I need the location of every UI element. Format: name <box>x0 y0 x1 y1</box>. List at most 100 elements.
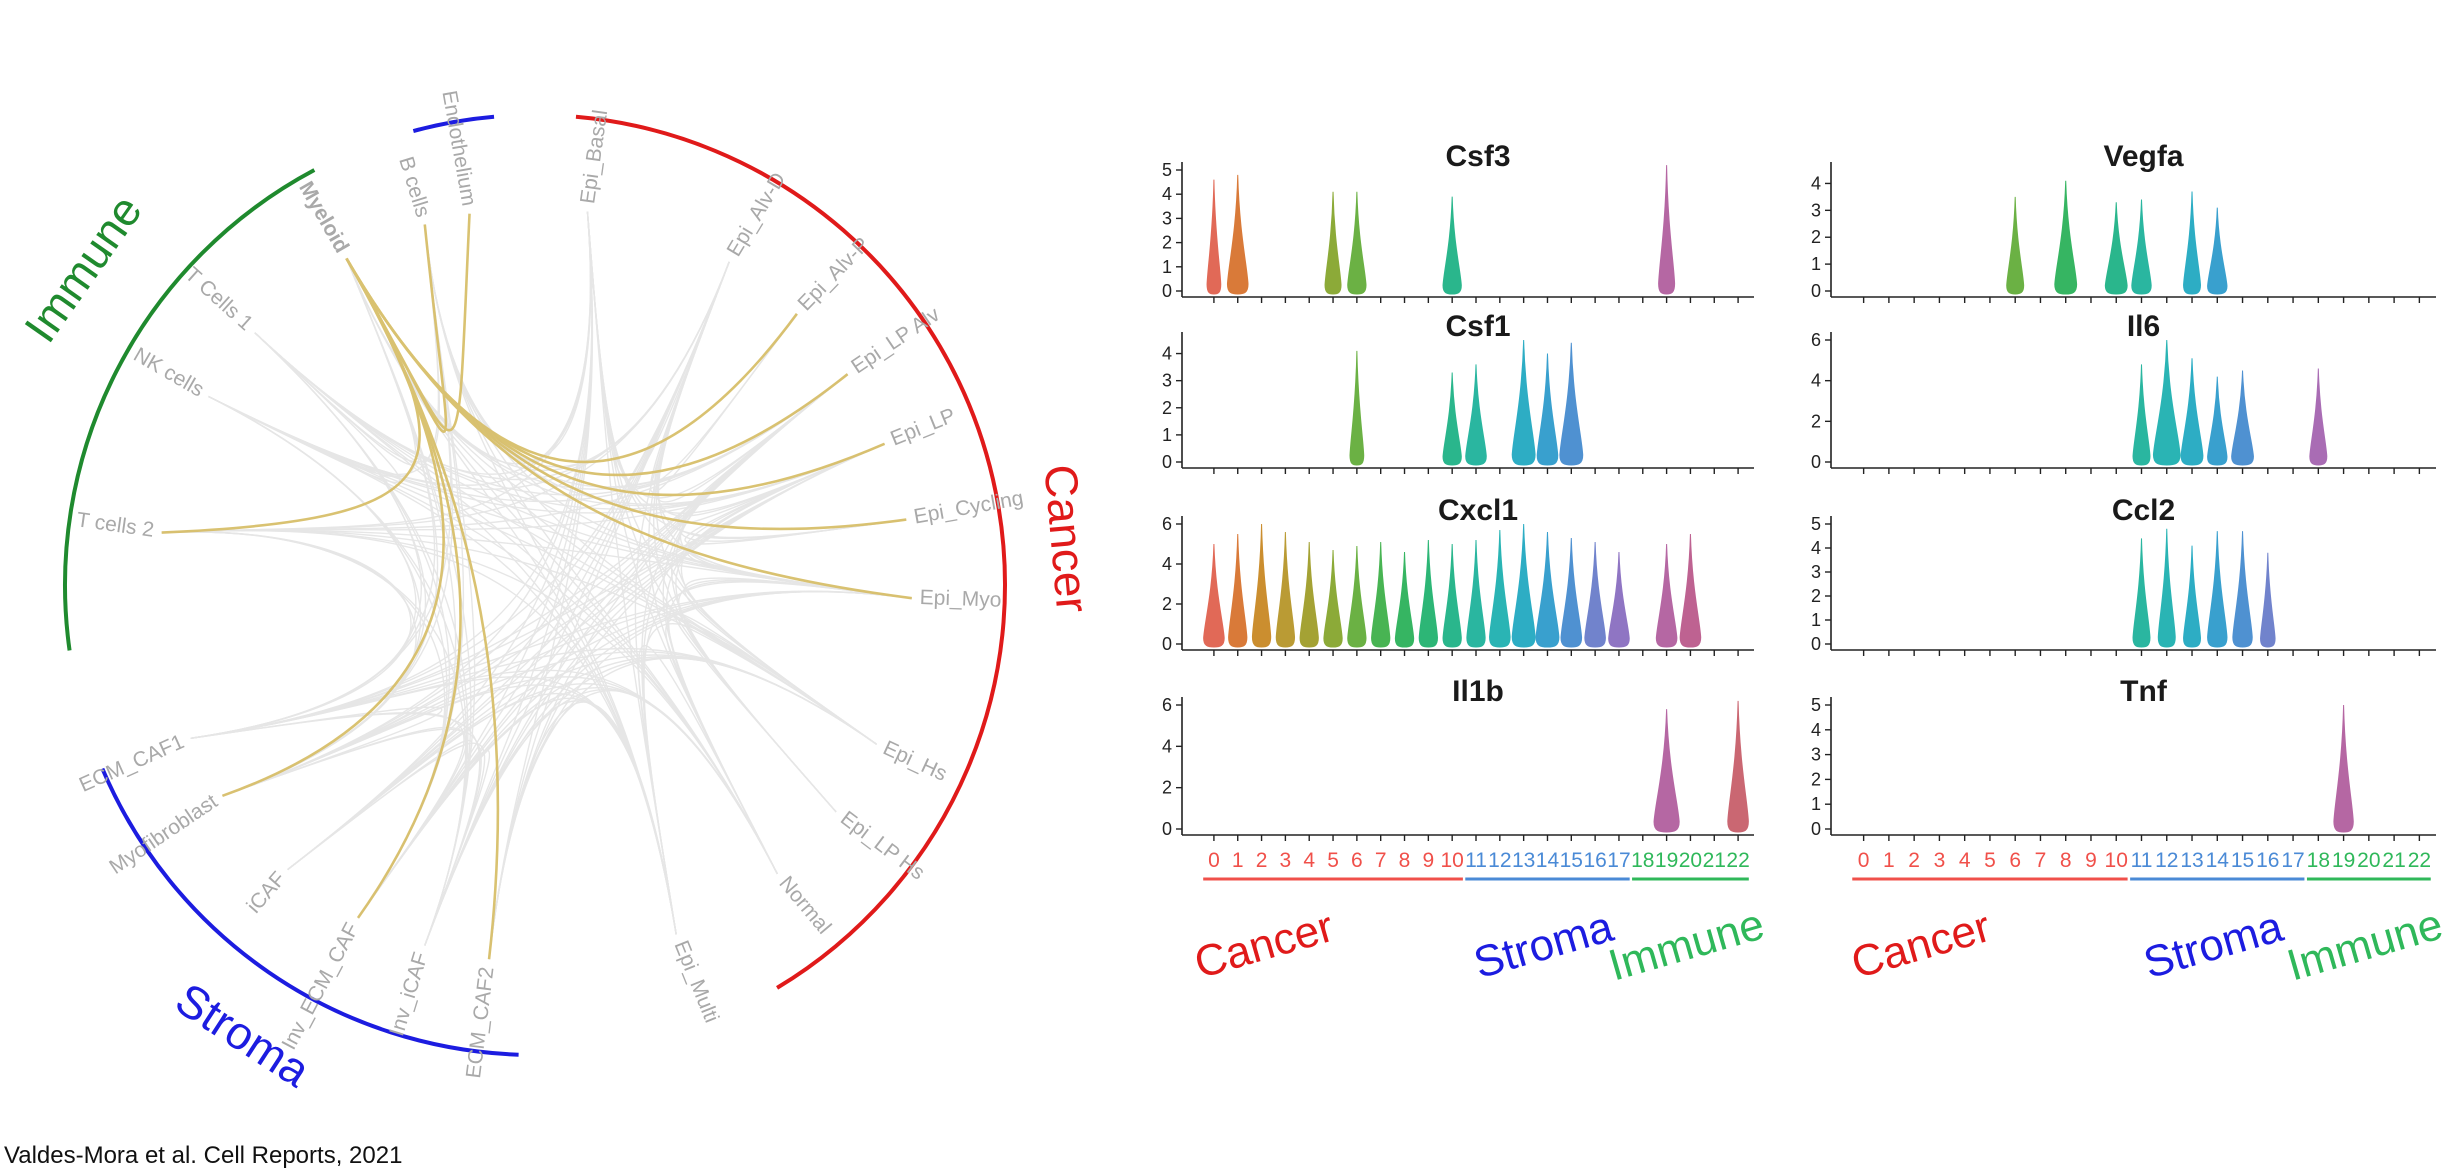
violin-cluster-4 <box>1299 541 1319 648</box>
x-tick-label: 19 <box>2332 849 2355 872</box>
node-label-normal: Normal <box>774 872 835 939</box>
faint-edge <box>287 654 878 871</box>
node-label-inv-icaf: Inv_iCAF <box>385 950 432 1039</box>
x-tick-label: 2 <box>1908 849 1920 872</box>
node-label-ecm-caf1: ECM_CAF1 <box>76 730 188 797</box>
faint-edge <box>424 224 730 468</box>
y-tick-label: 2 <box>1811 227 1821 247</box>
x-tick-label: 3 <box>1280 849 1292 872</box>
x-tick-label: 1 <box>1232 849 1244 872</box>
panel-title-il6: Il6 <box>2127 310 2160 343</box>
x-tick-label: 14 <box>1536 849 1560 872</box>
y-tick-label: 4 <box>1162 184 1172 204</box>
faint-edge <box>287 211 593 871</box>
x-tick-label: 21 <box>2382 849 2405 872</box>
x-tick-label: 12 <box>1488 849 1511 872</box>
y-tick-label: 3 <box>1811 562 1821 582</box>
y-tick-label: 5 <box>1811 695 1821 715</box>
violin-cluster-13 <box>2183 545 2202 648</box>
faint-edge <box>643 581 912 935</box>
faint-edge <box>254 258 420 466</box>
violin-cluster-6 <box>1347 545 1367 648</box>
x-tick-label: 10 <box>1440 849 1463 872</box>
panel-title-ccl2: Ccl2 <box>2112 494 2175 527</box>
x-tick-label: 1 <box>1883 849 1895 872</box>
x-tick-label: 16 <box>1583 849 1606 872</box>
violin-cluster-11 <box>2131 199 2152 295</box>
y-tick-label: 0 <box>1811 634 1821 654</box>
x-tick-label: 20 <box>2357 849 2380 872</box>
faint-edge <box>657 261 907 540</box>
y-tick-label: 2 <box>1162 778 1172 798</box>
x-tick-label: 4 <box>1959 849 1971 872</box>
faint-edge <box>679 373 907 542</box>
x-tick-label: 12 <box>2155 849 2178 872</box>
x-tick-label: 8 <box>1399 849 1411 872</box>
faint-edge <box>424 224 677 935</box>
violin-cluster-11 <box>2132 364 2151 466</box>
panel-vegfa: 0 1 2 3 4 Vegfa <box>1811 140 2436 303</box>
violin-cluster-12 <box>1489 529 1511 648</box>
stroma-group-label: Stroma <box>2138 902 2288 988</box>
myeloid-edge-epi-myo <box>345 257 912 600</box>
violin-cluster-2 <box>1251 523 1272 648</box>
violin-cluster-13 <box>2183 191 2202 295</box>
y-tick-label: 0 <box>1811 452 1821 472</box>
panel-title-il1b: Il1b <box>1452 675 1504 708</box>
faint-edge <box>674 612 878 813</box>
y-tick-label: 6 <box>1811 330 1821 350</box>
violin-cluster-19 <box>1658 165 1676 295</box>
x-tick-label: 5 <box>1984 849 1996 872</box>
faint-edge <box>208 395 448 919</box>
x-tick-label: 16 <box>2256 849 2279 872</box>
myeloid-edge-ecm-caf2 <box>345 257 500 960</box>
x-tick-label: 20 <box>1679 849 1702 872</box>
violin-cluster-16 <box>2260 552 2276 648</box>
violin-cluster-13 <box>1511 523 1536 648</box>
y-tick-label: 1 <box>1811 794 1821 814</box>
y-tick-label: 4 <box>1811 720 1821 740</box>
violin-cluster-15 <box>1560 537 1583 648</box>
immune-group-arc <box>63 168 316 651</box>
faint-edge <box>357 211 593 919</box>
y-tick-label: 4 <box>1811 371 1821 391</box>
violin-cluster-22 <box>1727 700 1749 833</box>
y-tick-label: 3 <box>1162 371 1172 391</box>
violin-cluster-16 <box>1584 541 1606 648</box>
x-tick-label: 11 <box>1465 849 1487 872</box>
x-tick-label: 4 <box>1303 849 1315 872</box>
faint-edge <box>190 711 465 919</box>
violin-cluster-11 <box>2132 538 2151 648</box>
violin-cluster-5 <box>1324 191 1342 295</box>
y-tick-label: 4 <box>1811 173 1821 193</box>
myeloid-edge-t-cells-2 <box>161 257 421 534</box>
endothelium-group-arc <box>412 114 495 133</box>
violin-cluster-1 <box>1228 533 1248 648</box>
y-tick-label: 2 <box>1811 769 1821 789</box>
violin-cluster-1 <box>1226 174 1249 295</box>
faint-edges <box>161 211 912 960</box>
immune-group-label: Immune <box>14 186 152 352</box>
x-tick-label: 7 <box>2035 849 2047 872</box>
y-tick-label: 0 <box>1162 452 1172 472</box>
violin-cluster-14 <box>2207 207 2228 295</box>
violin-cluster-14 <box>2207 531 2228 648</box>
violin-cluster-20 <box>1679 533 1702 648</box>
faint-edge <box>424 224 848 488</box>
node-label-epi-lp: Epi_LP <box>887 404 958 451</box>
faint-edge <box>685 443 912 599</box>
x-tick-label: 9 <box>2085 849 2097 872</box>
violin-cluster-0 <box>1206 179 1222 295</box>
x-tick-label: 0 <box>1208 849 1220 872</box>
citation: Valdes-Mora et al. Cell Reports, 2021 <box>4 1142 403 1169</box>
x-tick-label: 10 <box>2105 849 2128 872</box>
faint-edge <box>357 749 491 946</box>
y-tick-label: 0 <box>1162 281 1172 301</box>
violin-cluster-12 <box>2152 339 2181 466</box>
violin-cluster-19 <box>1655 543 1678 648</box>
stroma-group-arc <box>100 767 519 1057</box>
faint-edge <box>190 332 422 740</box>
y-tick-label: 0 <box>1162 634 1172 654</box>
y-tick-label: 6 <box>1162 514 1172 534</box>
node-label-epi-alv-p: Epi_Alv-P <box>793 233 874 315</box>
